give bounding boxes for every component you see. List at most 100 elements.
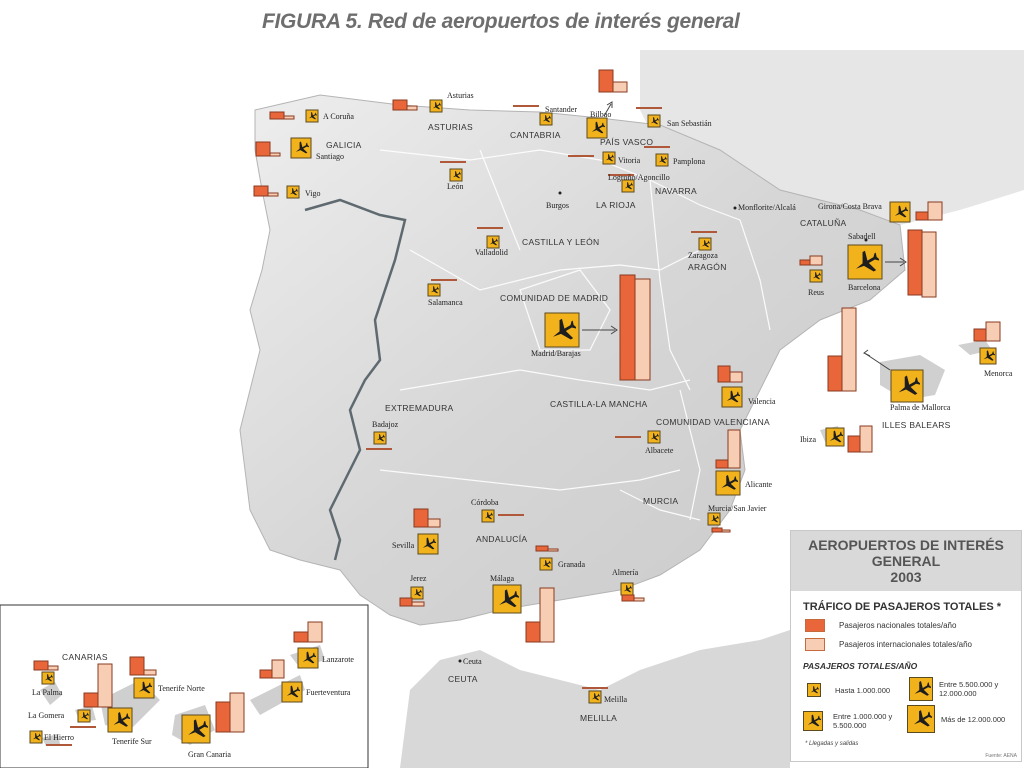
label-palma: Palma de Mallorca <box>890 403 951 412</box>
label-pamplona: Pamplona <box>673 157 705 166</box>
label-ceuta: Ceuta <box>463 657 482 666</box>
label-sevilla: Sevilla <box>392 541 415 550</box>
bars-barcelona <box>907 229 937 298</box>
airport-murcia-icon <box>707 512 721 526</box>
label-asturias: Asturias <box>447 91 474 100</box>
airport-pamplona-icon <box>655 153 669 167</box>
legend-nacional-row: Pasajeros nacionales totales/año <box>805 619 1021 632</box>
bars-asturias <box>392 99 418 111</box>
label-gran-canaria: Gran Canaria <box>188 750 231 759</box>
airport-logrono-icon <box>621 179 635 193</box>
label-tenerife-norte: Tenerife Norte <box>158 684 205 693</box>
airport-granada-icon <box>539 557 553 571</box>
bars-santiago <box>255 141 281 157</box>
airport-santiago-icon <box>290 137 312 159</box>
legend-tier4-label: Más de 12.000.000 <box>941 714 1006 724</box>
bars-la-palma <box>33 660 59 671</box>
figure-title: FIGURA 5. Red de aeropuertos de interés … <box>262 10 740 33</box>
label-malaga: Málaga <box>490 574 514 583</box>
region-pais-vasco: PAÍS VASCO <box>600 137 653 147</box>
bars-bilbao <box>598 69 628 93</box>
region-cantabria: CANTABRIA <box>510 130 561 140</box>
airport-melilla-icon <box>588 690 602 704</box>
airport-la-palma-icon <box>41 671 55 685</box>
city-dots <box>458 191 868 663</box>
label-melilla: Melilla <box>604 695 628 704</box>
region-aragon: ARAGÓN <box>688 262 727 272</box>
label-alicante: Alicante <box>745 480 773 489</box>
label-menorca: Menorca <box>984 369 1013 378</box>
region-melilla: MELILLA <box>580 713 617 723</box>
label-bilbao: Bilbao <box>590 110 611 119</box>
label-el-hierro: El Hierro <box>44 733 74 742</box>
legend-traffic-title: TRÁFICO DE PASAJEROS TOTALES * <box>803 601 1002 613</box>
region-la-rioja: LA RIOJA <box>596 200 636 210</box>
label-albacete: Albacete <box>645 446 674 455</box>
legend-tier1-label: Hasta 1.000.000 <box>835 685 891 695</box>
region-borders <box>379 149 771 521</box>
plane-xlarge-icon <box>907 705 935 733</box>
bars-granada <box>535 545 559 552</box>
island-la-palma <box>40 682 62 705</box>
label-reus: Reus <box>808 288 824 297</box>
airport-albacete-icon <box>647 430 661 444</box>
label-santander: Santander <box>545 105 577 114</box>
bars-valencia <box>717 365 743 383</box>
region-illes-balears: ILLES BALEARS <box>882 420 951 430</box>
legend-tier1: Hasta 1.000.000 <box>807 683 890 697</box>
plane-small-icon <box>807 683 821 697</box>
legend-tier3-label: Entre 5.500.000 y 12.000.000 <box>939 680 999 698</box>
bars-tenerife-sur <box>83 663 113 708</box>
airport-reus-icon <box>809 269 823 283</box>
label-barcelona: Barcelona <box>848 283 881 292</box>
region-galicia: GALICIA <box>326 140 362 150</box>
bars-reus <box>799 255 823 266</box>
label-la-palma: La Palma <box>32 688 63 697</box>
legend-tier2: Entre 1.000.000 y 5.500.000 <box>803 711 913 731</box>
legend-heading: AEROPUERTOS DE INTERÉS GENERAL 2003 <box>791 531 1021 591</box>
bars-malaga <box>525 587 555 643</box>
label-cordoba: Córdoba <box>471 498 499 507</box>
airport-sevilla-icon <box>417 533 439 555</box>
region-madrid: COMUNIDAD DE MADRID <box>500 293 608 303</box>
plane-large-icon <box>909 677 933 701</box>
region-asturias: ASTURIAS <box>428 122 473 132</box>
airport-fuerteventura-icon <box>281 681 303 703</box>
region-ceuta: CEUTA <box>448 674 478 684</box>
airport-malaga-icon <box>492 584 522 614</box>
label-la-gomera: La Gomera <box>28 711 65 720</box>
bars-madrid <box>619 274 651 381</box>
label-almeria: Almería <box>612 568 639 577</box>
map-legend: AEROPUERTOS DE INTERÉS GENERAL 2003 TRÁF… <box>790 530 1022 762</box>
airport-badajoz-icon <box>373 431 387 445</box>
legend-tier3: Entre 5.500.000 y 12.000.000 <box>909 677 1019 701</box>
legend-tier4: Más de 12.000.000 <box>907 705 1017 733</box>
bars-palma <box>827 307 857 392</box>
label-a-coruna: A Coruña <box>323 112 354 121</box>
airport-san-sebastian-icon <box>647 114 661 128</box>
airport-santander-icon <box>539 112 553 126</box>
airport-tenerife-sur-icon <box>107 707 133 733</box>
label-ibiza: Ibiza <box>800 435 816 444</box>
airport-a-coruna-icon <box>305 109 319 123</box>
label-valladolid: Valladolid <box>475 248 508 257</box>
region-labels: GALICIA ASTURIAS CANTABRIA PAÍS VASCO NA… <box>62 122 951 723</box>
region-murcia: MURCIA <box>643 496 678 506</box>
airport-gran-canaria-icon <box>181 714 211 744</box>
airport-leon-icon <box>449 168 463 182</box>
bars-small-lines <box>46 105 717 746</box>
airport-cordoba-icon <box>481 509 495 523</box>
legend-internacional-row: Pasajeros internacionales totales/año <box>805 638 1021 651</box>
airport-jerez-icon <box>410 586 424 600</box>
region-andalucia: ANDALUCÍA <box>476 534 527 544</box>
bars-girona <box>915 201 943 221</box>
legend-heading-line2: GENERAL <box>871 553 941 569</box>
airport-asturias-icon <box>429 99 443 113</box>
label-madrid: Madrid/Barajas <box>531 349 581 358</box>
airport-vigo-icon <box>286 185 300 199</box>
airport-almeria-icon <box>620 582 634 596</box>
legend-source: Fuente: AENA <box>985 753 1017 759</box>
bars-lanzarote <box>293 621 323 643</box>
airport-bilbao-icon <box>586 117 608 139</box>
legend-nacional-label: Pasajeros nacionales totales/año <box>839 621 957 630</box>
